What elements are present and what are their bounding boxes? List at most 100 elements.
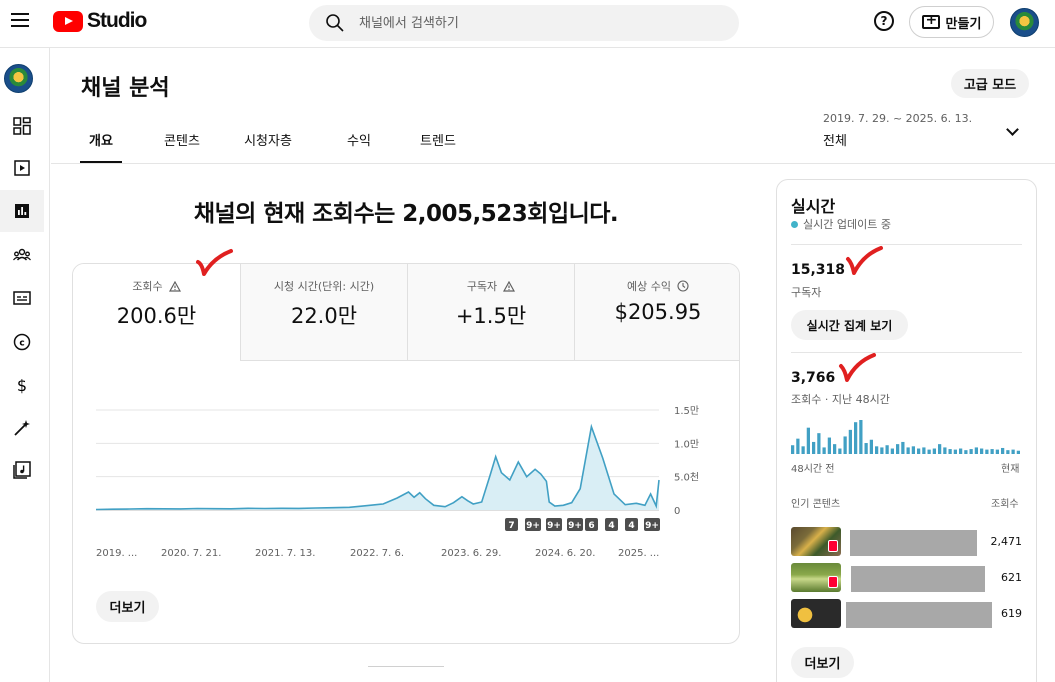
scroll-indicator <box>368 666 444 667</box>
realtime-bar <box>917 448 921 454</box>
realtime-views-value: 3,766 <box>791 370 836 386</box>
dashboard-icon[interactable] <box>0 105 44 147</box>
divider <box>791 244 1022 245</box>
realtime-bar <box>922 447 926 454</box>
content-view-count: 621 <box>1001 571 1022 584</box>
customization-icon[interactable] <box>0 407 44 449</box>
realtime-bar <box>938 444 942 454</box>
account-avatar[interactable] <box>1010 8 1039 37</box>
notification-badge[interactable] <box>644 518 660 531</box>
menu-icon[interactable] <box>11 13 29 27</box>
community-icon[interactable] <box>0 234 44 276</box>
realtime-bar <box>948 449 952 454</box>
metric-views[interactable]: 조회수 200.6만 <box>73 264 240 361</box>
tab-content[interactable]: 콘텐츠 <box>164 134 200 149</box>
metric-watch-time[interactable]: 시청 시간(단위: 시간) 22.0만 <box>240 264 407 361</box>
copyright-icon[interactable]: c <box>0 321 44 363</box>
realtime-bar <box>990 449 994 454</box>
metric-label: 조회수 <box>132 280 163 293</box>
metric-subscribers[interactable]: 구독자 +1.5만 <box>407 264 574 361</box>
series-area <box>96 426 659 510</box>
realtime-bar <box>959 448 963 454</box>
chevron-down-icon[interactable] <box>1006 123 1019 136</box>
svg-text:$: $ <box>17 376 27 395</box>
notification-badge[interactable] <box>625 518 638 531</box>
realtime-bar <box>885 445 889 454</box>
notification-badge[interactable] <box>505 518 518 531</box>
metric-tabs: 조회수 200.6만 시청 시간(단위: 시간) 22.0만 구독자 +1.5만… <box>73 264 739 361</box>
subtitles-icon[interactable] <box>0 277 44 319</box>
header-divider <box>51 163 1055 164</box>
page-title: 채널 분석 <box>81 76 170 101</box>
realtime-subscribers-label: 구독자 <box>791 286 822 299</box>
top-app-bar: Studio ? 만들기 <box>0 0 1055 48</box>
realtime-card: 실시간 실시간 업데이트 중 15,318 구독자 실시간 집계 보기 3,76… <box>776 179 1037 682</box>
tab-revenue[interactable]: 수익 <box>347 134 371 149</box>
notification-badge[interactable] <box>605 518 618 531</box>
metric-label: 예상 수익 <box>627 280 671 293</box>
top-content-row[interactable]: 619 <box>791 599 1022 629</box>
realtime-count-button[interactable]: 실시간 집계 보기 <box>791 310 908 340</box>
badge-label: 4 <box>628 521 634 531</box>
video-thumbnail <box>791 599 841 628</box>
period-label: 전체 <box>823 134 847 149</box>
x-tick-label: 2023. 6. 29. <box>441 548 501 559</box>
content-icon[interactable] <box>0 147 44 189</box>
realtime-bar <box>927 449 931 454</box>
badge-label: 9+ <box>526 521 540 531</box>
realtime-more-button[interactable]: 더보기 <box>791 647 854 678</box>
tab-audience[interactable]: 시청자층 <box>244 134 292 149</box>
realtime-live-indicator: 실시간 업데이트 중 <box>791 216 891 232</box>
tab-trends[interactable]: 트렌드 <box>420 134 456 149</box>
views-chart: 0 5.0천 1.0만 1.5만 2019. ... 2020. 7. 21. 2021. … <box>95 405 699 559</box>
badge-label: 9+ <box>547 521 561 531</box>
notification-badge[interactable] <box>567 518 583 531</box>
search-bar[interactable] <box>309 5 739 41</box>
realtime-bar <box>848 429 852 454</box>
analytics-tabs: 개요 콘텐츠 시청자층 수익 트렌드 <box>80 130 463 163</box>
channel-avatar[interactable] <box>4 64 33 93</box>
realtime-bar <box>901 441 905 454</box>
realtime-bar <box>1011 449 1015 454</box>
realtime-bar <box>791 445 795 454</box>
overview-more-button[interactable]: 더보기 <box>96 591 159 622</box>
tab-overview[interactable]: 개요 <box>80 130 122 163</box>
top-content-row[interactable]: 621 <box>791 563 1022 593</box>
video-thumbnail <box>791 527 841 556</box>
red-check-mark <box>839 353 876 382</box>
metric-value: +1.5만 <box>455 304 527 328</box>
realtime-views-label: 조회수 · 지난 48시간 <box>791 393 890 406</box>
search-input[interactable] <box>359 15 719 31</box>
notification-badge[interactable] <box>585 518 598 531</box>
realtime-bar <box>969 449 973 454</box>
realtime-bar <box>864 443 868 454</box>
y-tick-label: 0 <box>674 506 680 517</box>
realtime-title: 실시간 <box>791 197 836 216</box>
realtime-axis-start: 48시간 전 <box>791 464 835 475</box>
logo-text: Studio <box>87 9 147 32</box>
analytics-icon[interactable] <box>0 190 44 232</box>
overview-card: 조회수 200.6만 시청 시간(단위: 시간) 22.0만 구독자 +1.5만… <box>72 263 740 644</box>
realtime-bar <box>817 433 821 454</box>
realtime-bar <box>1016 450 1020 454</box>
realtime-subscribers-value: 15,318 <box>791 262 846 278</box>
metric-revenue[interactable]: 예상 수익 $205.95 <box>574 264 739 361</box>
youtube-play-icon <box>53 10 83 32</box>
create-button[interactable]: 만들기 <box>909 6 994 38</box>
date-range-picker[interactable]: 2019. 7. 29. ~ 2025. 6. 13. 전체 <box>823 112 972 149</box>
badge-label: 4 <box>608 521 614 531</box>
redacted-title <box>851 566 985 592</box>
earn-icon[interactable]: $ <box>0 364 44 406</box>
badge-label: 9+ <box>568 521 582 531</box>
notification-badge[interactable] <box>546 518 562 531</box>
help-icon[interactable]: ? <box>874 11 894 31</box>
realtime-bar <box>875 446 879 454</box>
realtime-bar <box>869 439 873 454</box>
audio-library-icon[interactable] <box>0 449 44 491</box>
advanced-mode-button[interactable]: 고급 모드 <box>951 69 1029 98</box>
youtube-studio-logo[interactable]: Studio <box>53 9 147 33</box>
redacted-title <box>850 530 977 556</box>
top-content-row[interactable]: 2,471 <box>791 527 1022 557</box>
top-content-heading: 인기 콘텐츠 <box>791 499 841 510</box>
notification-badge[interactable] <box>525 518 541 531</box>
